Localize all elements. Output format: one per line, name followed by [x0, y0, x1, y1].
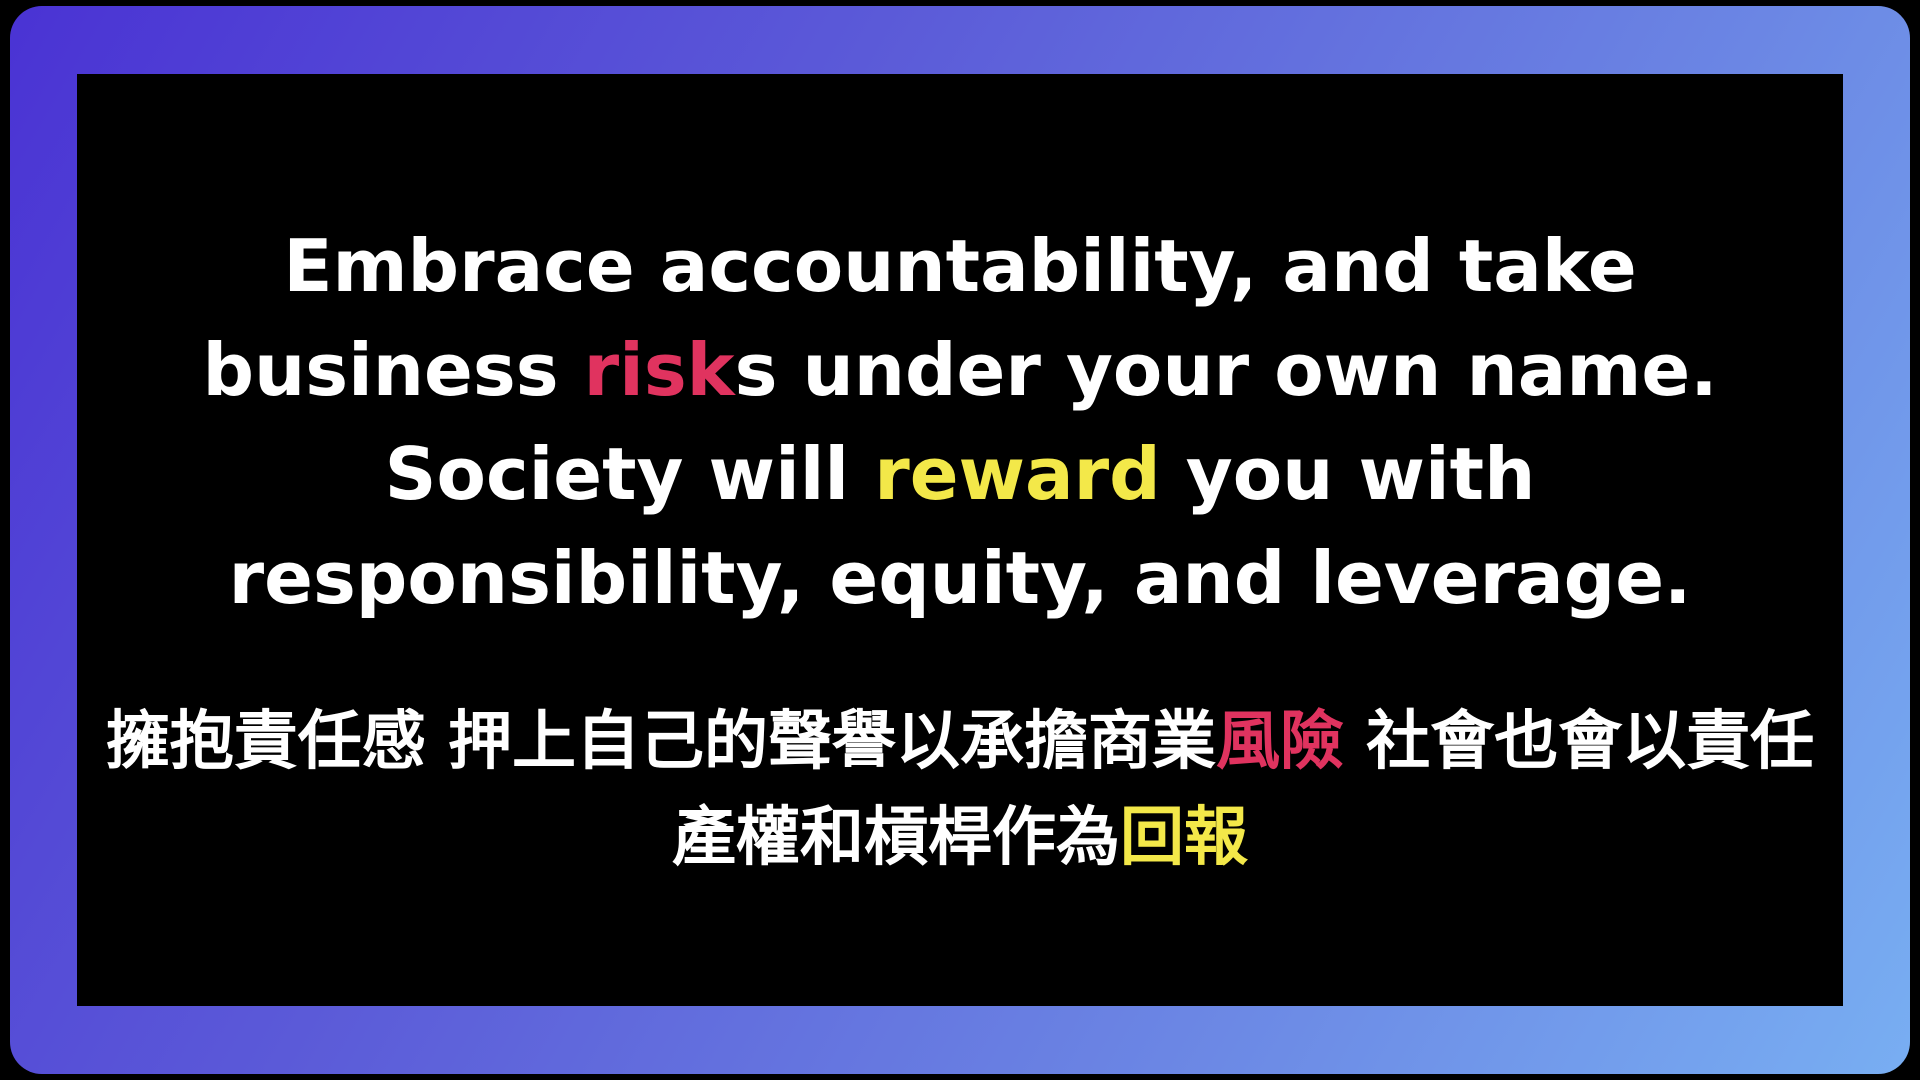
english-quote-part2: s under your own name. Society will: [384, 328, 1718, 516]
chinese-quote-part1: 擁抱責任感 押上自己的聲譽以承擔商業: [105, 705, 1216, 779]
chinese-quote-part2: 社會也會以責任 產權和槓桿作為: [672, 705, 1815, 875]
quote-card: Embrace accountability, and take busines…: [77, 74, 1843, 1006]
english-highlight-reward: reward: [874, 432, 1161, 516]
english-quote-part1: Embrace accountability, and take busines…: [202, 224, 1637, 412]
english-quote: Embrace accountability, and take busines…: [110, 214, 1810, 630]
chinese-highlight-risk: 風險: [1216, 705, 1344, 779]
gradient-frame: Embrace accountability, and take busines…: [10, 6, 1910, 1074]
chinese-highlight-reward: 回報: [1120, 801, 1248, 875]
english-quote-part3: you with responsibility, equity, and lev…: [228, 432, 1692, 620]
chinese-quote: 擁抱責任感 押上自己的聲譽以承擔商業風險 社會也會以責任 產權和槓桿作為回報: [100, 694, 1820, 886]
english-highlight-risk: risk: [583, 328, 735, 412]
